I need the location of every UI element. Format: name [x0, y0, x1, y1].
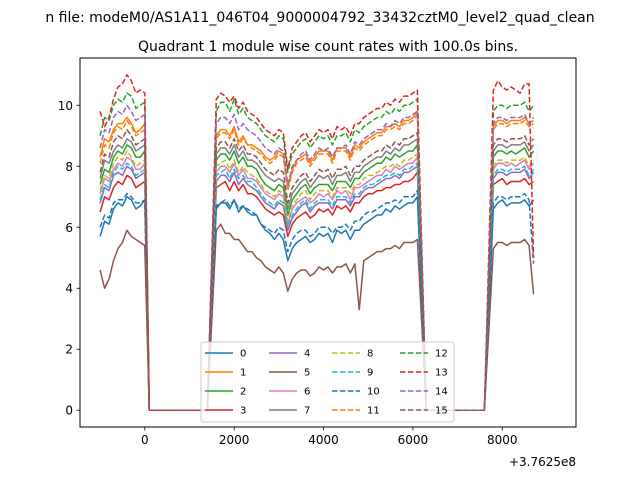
legend-label-12: 12 [435, 349, 448, 360]
x-tick-label: 4000 [308, 433, 339, 447]
series-line-10 [99, 189, 535, 411]
y-tick-label: 6 [65, 221, 73, 235]
legend-label-3: 3 [240, 406, 246, 417]
legend-label-9: 9 [367, 368, 373, 379]
legend-label-14: 14 [435, 387, 448, 398]
x-offset-label: +3.7625e8 [509, 455, 576, 469]
legend-label-5: 5 [304, 368, 310, 379]
legend-label-4: 4 [304, 349, 310, 360]
figure-suptitle: n file: modeM0/AS1A11_046T04_9000004792_… [45, 10, 594, 26]
x-tick-label: 0 [141, 433, 149, 447]
y-tick-label: 4 [65, 282, 73, 296]
legend-label-7: 7 [304, 406, 310, 417]
legend-label-11: 11 [367, 406, 380, 417]
plot-lines [99, 74, 535, 411]
x-tick-label: 8000 [487, 433, 518, 447]
series-line-8 [99, 150, 535, 411]
legend-label-15: 15 [435, 406, 448, 417]
legend-frame [200, 341, 455, 423]
legend-label-2: 2 [240, 387, 246, 398]
legend-label-8: 8 [367, 349, 373, 360]
axes-frame [79, 57, 577, 428]
chart-title: Quadrant 1 module wise count rates with … [138, 39, 518, 55]
legend-label-1: 1 [240, 368, 246, 379]
legend-label-13: 13 [435, 368, 448, 379]
y-tick-label: 8 [65, 160, 73, 174]
legend-label-6: 6 [304, 387, 310, 398]
y-tick-label: 2 [65, 343, 73, 357]
y-tick-label: 0 [65, 404, 73, 418]
legend-label-10: 10 [367, 387, 380, 398]
y-tick-label: 10 [58, 99, 73, 113]
series-line-15 [99, 128, 535, 411]
legend-label-0: 0 [240, 349, 246, 360]
x-tick-label: 6000 [398, 433, 429, 447]
x-tick-label: 2000 [219, 433, 250, 447]
